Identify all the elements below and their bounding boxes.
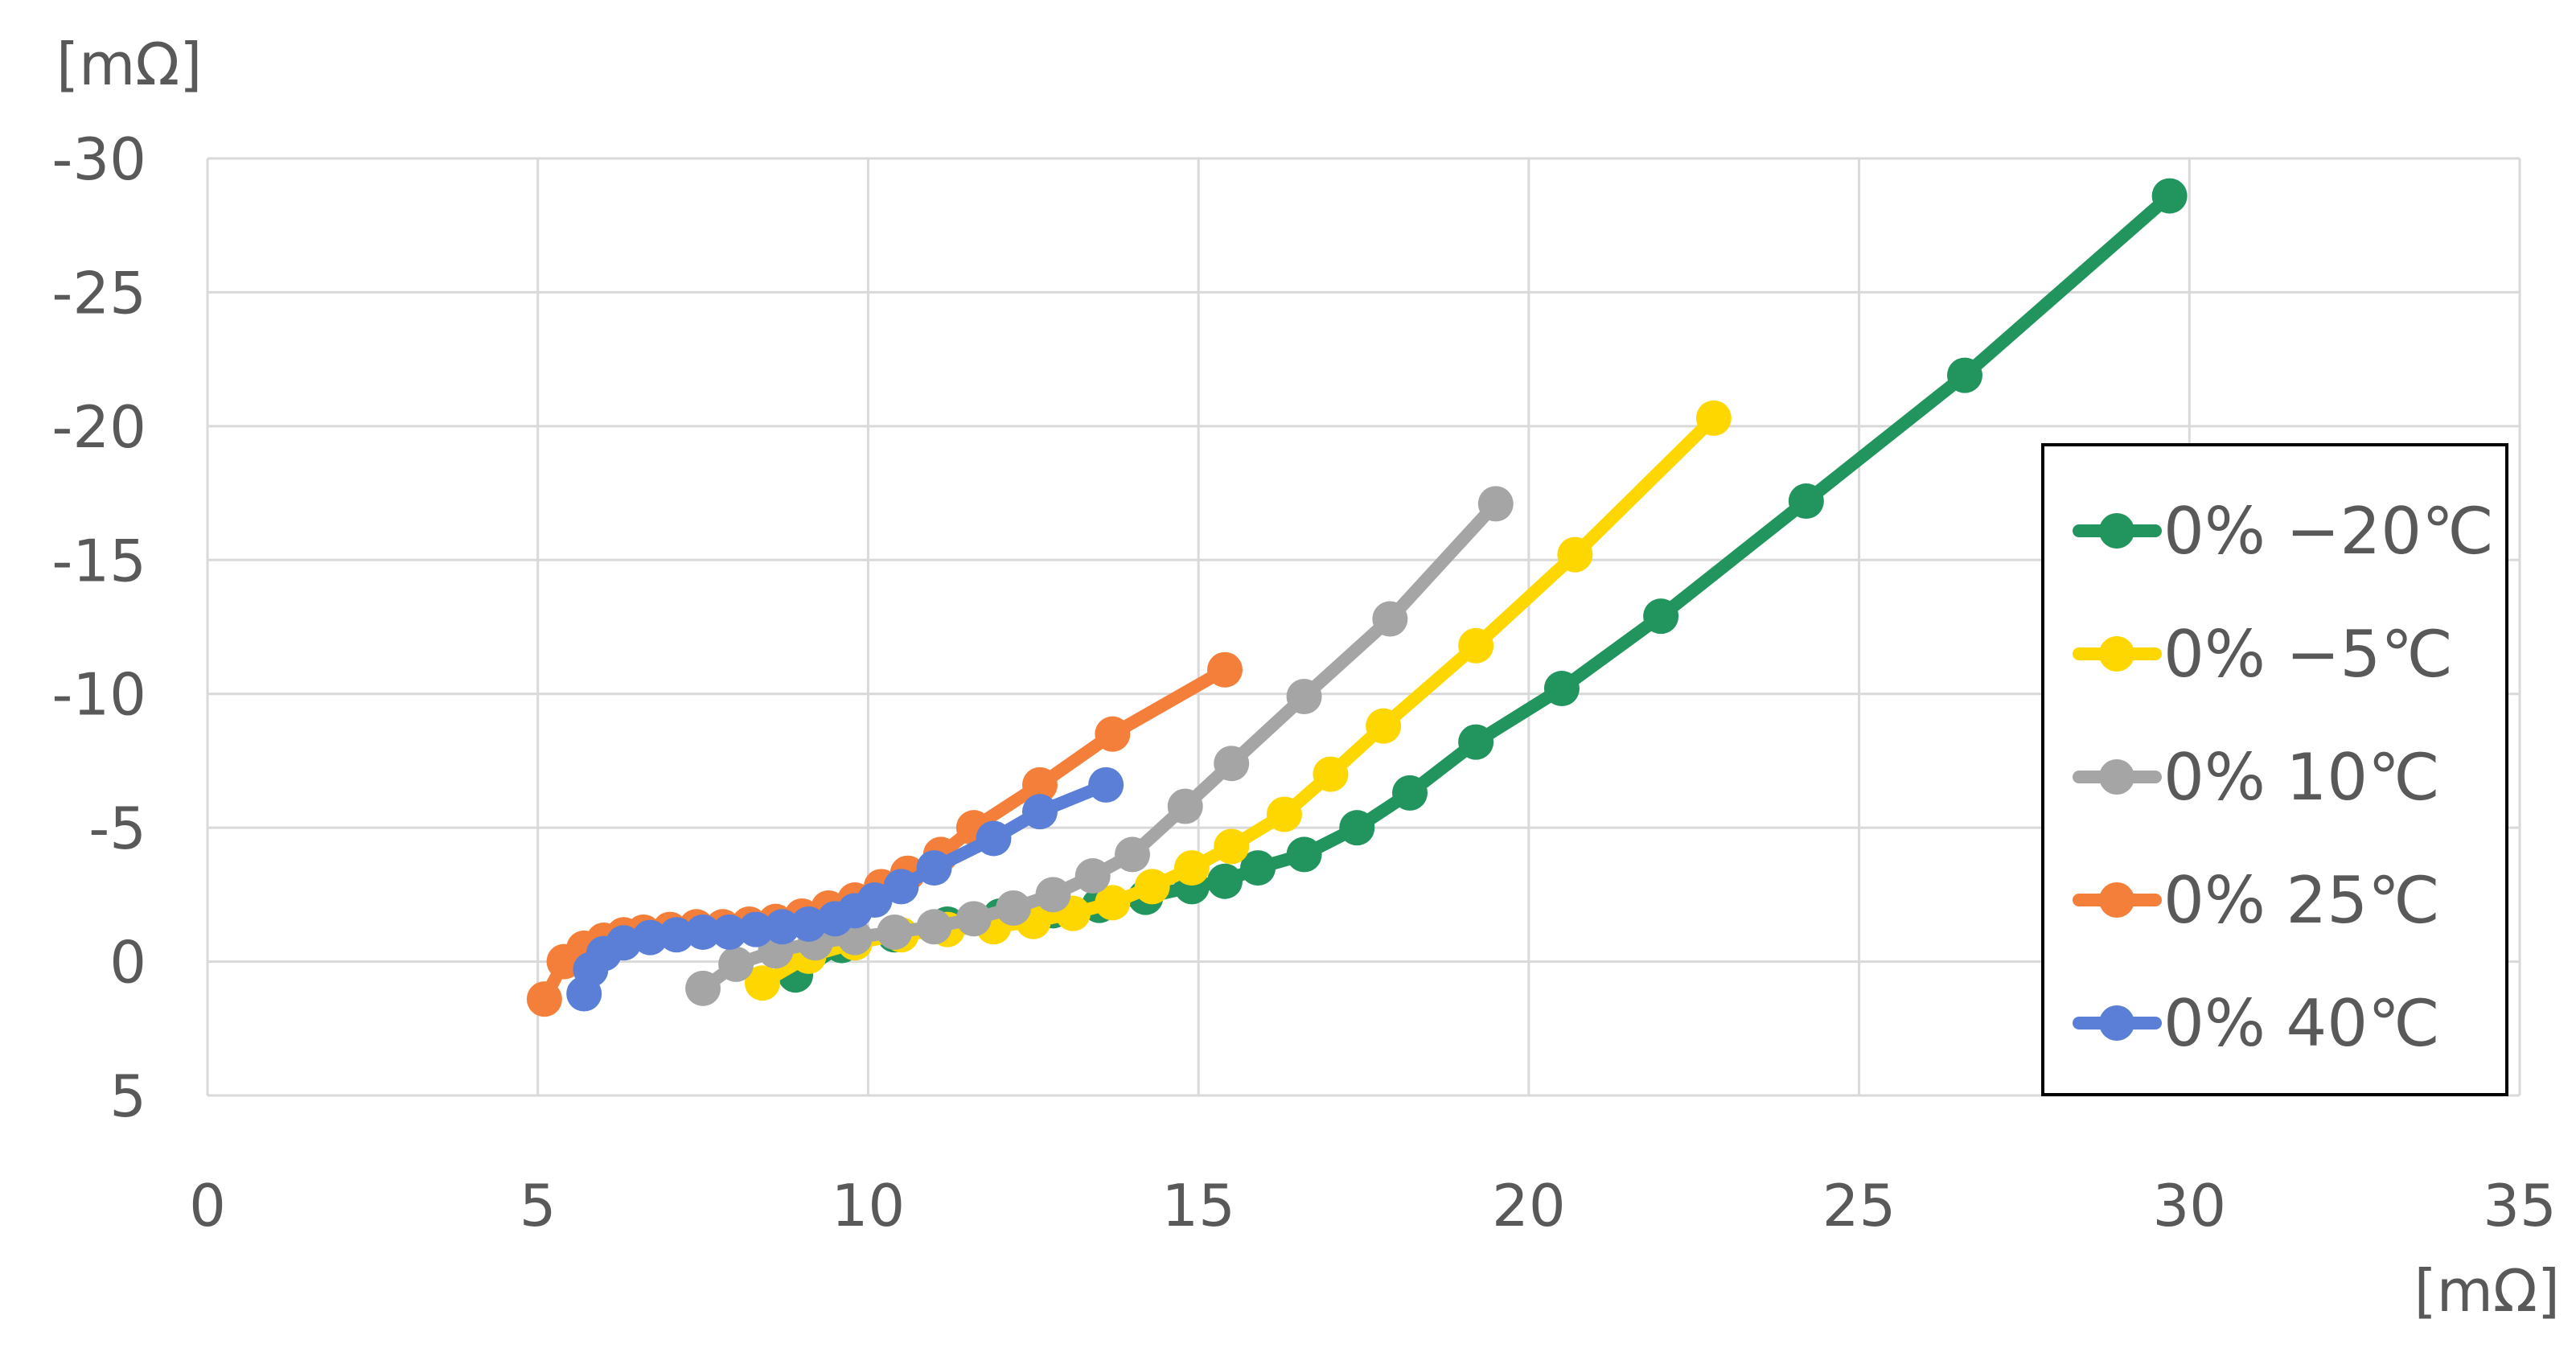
data-point <box>745 965 780 1001</box>
y-tick-label: -15 <box>51 527 146 594</box>
legend-label: 0% −5℃ <box>2163 617 2453 692</box>
data-point <box>1543 671 1580 707</box>
data-point <box>883 869 919 905</box>
data-point <box>718 946 754 982</box>
data-point <box>1134 869 1170 905</box>
legend: 0% −20℃ 0% −5℃ 0% 10℃ 0% 25℃ 0% 40℃ <box>2041 443 2508 1096</box>
data-point <box>791 906 827 942</box>
data-point <box>659 917 695 953</box>
data-point <box>1788 483 1824 520</box>
legend-label: 0% 25℃ <box>2163 863 2440 938</box>
data-point <box>976 820 1012 857</box>
data-point <box>1392 775 1428 811</box>
data-point <box>1458 724 1494 760</box>
x-tick-label: 25 <box>1822 1172 1896 1239</box>
legend-swatch-marker <box>2099 759 2134 795</box>
legend-label: 0% −20℃ <box>2163 494 2494 569</box>
data-point <box>1115 836 1150 873</box>
legend-label: 0% 40℃ <box>2163 986 2440 1061</box>
data-point <box>1947 357 1982 393</box>
x-tick-label: 10 <box>832 1172 906 1239</box>
x-tick-label: 30 <box>2152 1172 2226 1239</box>
x-tick-label: 5 <box>520 1172 557 1239</box>
legend-swatch-marker <box>2099 1005 2134 1041</box>
y-tick-label: 0 <box>109 929 146 997</box>
data-point <box>526 981 562 1017</box>
data-point <box>1286 836 1322 873</box>
data-point <box>1458 627 1494 664</box>
legend-label: 0% 10℃ <box>2163 740 2440 815</box>
data-point <box>1266 796 1302 832</box>
data-point <box>955 901 992 937</box>
data-point <box>685 970 721 1006</box>
data-point <box>632 919 668 956</box>
legend-swatch-marker <box>2099 882 2134 918</box>
data-point <box>1207 651 1243 688</box>
data-point <box>1095 885 1131 921</box>
y-axis-unit: [mΩ] <box>56 31 202 98</box>
y-tick-label: -10 <box>51 661 146 729</box>
x-tick-label: 20 <box>1492 1172 1566 1239</box>
y-tick-label: -20 <box>51 393 146 461</box>
x-tick-label: 0 <box>189 1172 226 1239</box>
x-tick-label: 15 <box>1161 1172 1235 1239</box>
data-point <box>1339 810 1375 846</box>
y-tick-label: -30 <box>51 125 146 193</box>
data-point <box>1313 756 1349 792</box>
data-point <box>916 909 952 945</box>
series <box>566 766 1124 1012</box>
data-point <box>1214 828 1250 865</box>
data-point <box>1477 486 1514 522</box>
data-point <box>737 911 774 947</box>
data-point <box>1035 877 1071 913</box>
data-point <box>1173 850 1210 886</box>
data-point <box>685 914 721 950</box>
data-point <box>1207 863 1243 899</box>
data-point <box>606 925 642 961</box>
data-point <box>1022 766 1058 803</box>
y-tick-label: -5 <box>88 795 146 862</box>
data-point <box>1074 858 1111 894</box>
x-axis-ticks: 0 5 10 15 20 25 30 35 <box>189 1172 2557 1239</box>
data-point <box>877 914 913 950</box>
legend-swatch-marker <box>2099 513 2134 549</box>
data-point <box>916 850 952 886</box>
series <box>685 486 1514 1006</box>
data-point <box>1643 598 1679 635</box>
data-point <box>1088 766 1124 803</box>
y-tick-label: -25 <box>51 259 146 327</box>
data-point <box>1240 850 1276 886</box>
x-tick-label: 35 <box>2483 1172 2557 1239</box>
data-point <box>2151 178 2188 214</box>
data-point <box>1022 794 1058 830</box>
x-axis-unit: [mΩ] <box>2414 1257 2560 1325</box>
data-point <box>1366 708 1402 744</box>
data-point <box>1214 746 1250 782</box>
data-point <box>764 909 800 945</box>
data-point <box>1557 536 1593 573</box>
data-point <box>1372 601 1408 637</box>
data-point <box>996 890 1032 926</box>
data-point <box>857 882 893 919</box>
data-point <box>711 914 747 950</box>
data-point <box>1286 679 1322 715</box>
data-point <box>1695 400 1732 436</box>
data-point <box>1095 716 1131 752</box>
legend-swatch-marker <box>2099 636 2134 672</box>
series-group <box>526 178 2188 1017</box>
y-axis-ticks: -30 -25 -20 -15 -10 -5 0 5 <box>51 125 146 1130</box>
y-tick-label: 5 <box>109 1062 146 1130</box>
data-point <box>1167 788 1203 824</box>
